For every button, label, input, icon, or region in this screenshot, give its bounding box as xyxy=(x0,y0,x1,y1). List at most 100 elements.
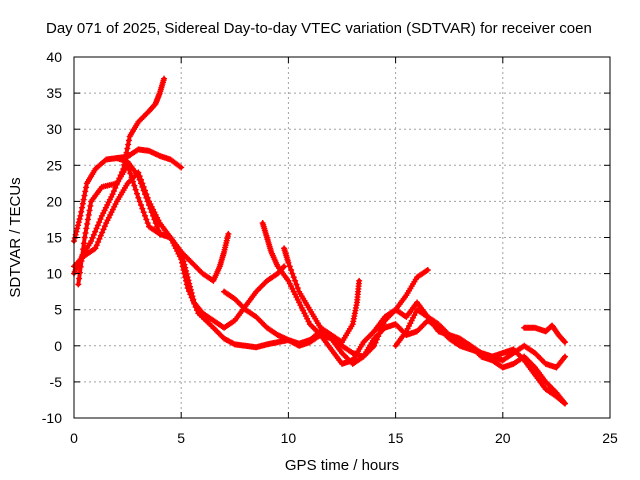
data-point xyxy=(82,188,89,195)
data-point xyxy=(135,173,142,180)
data-point xyxy=(133,190,140,197)
data-point xyxy=(288,266,295,273)
series-track-6 xyxy=(221,288,568,371)
data-point xyxy=(138,180,144,187)
data-point xyxy=(191,300,198,307)
data-point xyxy=(154,223,161,230)
data-point xyxy=(561,339,568,346)
data-point xyxy=(74,225,81,232)
data-point xyxy=(179,263,186,270)
data-point xyxy=(100,226,107,233)
data-point xyxy=(75,281,82,288)
y-tick-label: 35 xyxy=(46,85,62,101)
data-point xyxy=(286,263,293,270)
data-point xyxy=(79,204,86,211)
data-point xyxy=(79,200,86,207)
data-point xyxy=(77,263,84,270)
x-axis-label: GPS time / hours xyxy=(285,457,399,474)
data-point xyxy=(293,281,300,288)
data-point xyxy=(182,274,189,281)
data-point xyxy=(84,220,91,227)
data-point xyxy=(561,400,568,407)
data-point xyxy=(97,215,104,222)
data-point xyxy=(80,240,87,247)
data-point xyxy=(80,246,87,253)
data-point xyxy=(225,230,232,237)
data-point xyxy=(92,228,99,235)
data-point xyxy=(161,75,168,82)
series-track-9 xyxy=(371,266,431,335)
data-point xyxy=(180,266,187,273)
axis-ticks: -10 -5 0 5 10 15 20 25 30 35 40 0 5 10 15 20 25 xyxy=(42,49,618,446)
data-point xyxy=(127,170,134,177)
data-point xyxy=(140,187,147,194)
data-point xyxy=(188,294,195,301)
data-point xyxy=(132,186,139,193)
data-point xyxy=(294,285,301,292)
data-point xyxy=(184,285,191,292)
data-point xyxy=(97,232,104,239)
data-point xyxy=(136,198,143,205)
data-point xyxy=(125,141,132,148)
data-point xyxy=(123,149,130,156)
data-point xyxy=(147,205,154,212)
y-axis-label: SDTVAR / TECUs xyxy=(7,177,24,297)
data-point xyxy=(99,229,106,236)
data-point xyxy=(185,288,192,295)
data-point xyxy=(75,222,82,229)
data-point xyxy=(92,245,99,252)
data-point xyxy=(110,188,117,195)
series-track-11 xyxy=(521,322,568,346)
data-point xyxy=(101,223,108,230)
data-point xyxy=(83,184,90,191)
y-tick-label: 15 xyxy=(46,230,62,246)
data-point xyxy=(76,275,83,282)
data-point xyxy=(152,220,159,227)
data-point xyxy=(139,205,146,212)
series-track-8 xyxy=(281,245,363,346)
y-tick-label: 25 xyxy=(46,157,62,173)
data-point xyxy=(144,198,151,205)
data-point xyxy=(280,264,287,271)
data-point xyxy=(81,192,88,199)
data-point xyxy=(94,222,101,229)
series-track-4 xyxy=(71,169,232,284)
data-series xyxy=(71,75,568,407)
y-tick-label: 0 xyxy=(54,338,62,354)
data-point xyxy=(146,202,153,209)
data-point xyxy=(85,211,92,218)
y-tick-label: 10 xyxy=(46,266,62,282)
y-tick-label: -5 xyxy=(50,374,63,390)
data-point xyxy=(125,137,132,144)
data-point xyxy=(285,259,292,266)
data-point xyxy=(424,266,431,273)
y-tick-label: -10 xyxy=(42,410,62,426)
series-track-10 xyxy=(392,306,568,407)
chart-title: Day 071 of 2025, Sidereal Day-to-day VTE… xyxy=(46,20,592,37)
data-point xyxy=(292,277,299,284)
data-point xyxy=(139,183,146,190)
data-point xyxy=(87,202,94,209)
data-point xyxy=(78,208,85,215)
data-point xyxy=(82,229,89,236)
data-point xyxy=(75,219,82,226)
series-trace xyxy=(222,289,567,370)
data-point xyxy=(93,242,100,249)
data-point xyxy=(96,219,103,226)
data-point xyxy=(155,227,162,234)
data-point xyxy=(89,234,96,241)
series-trace xyxy=(114,156,387,359)
data-point xyxy=(138,202,144,209)
data-point xyxy=(96,235,103,242)
data-point xyxy=(136,176,143,183)
data-point xyxy=(178,164,185,171)
x-tick-label: 20 xyxy=(495,430,511,446)
data-point xyxy=(83,225,90,232)
data-point xyxy=(81,234,88,241)
data-point xyxy=(289,270,296,277)
x-tick-label: 5 xyxy=(177,430,185,446)
data-point xyxy=(90,231,97,238)
y-tick-label: 40 xyxy=(46,49,62,65)
x-tick-label: 10 xyxy=(281,430,297,446)
